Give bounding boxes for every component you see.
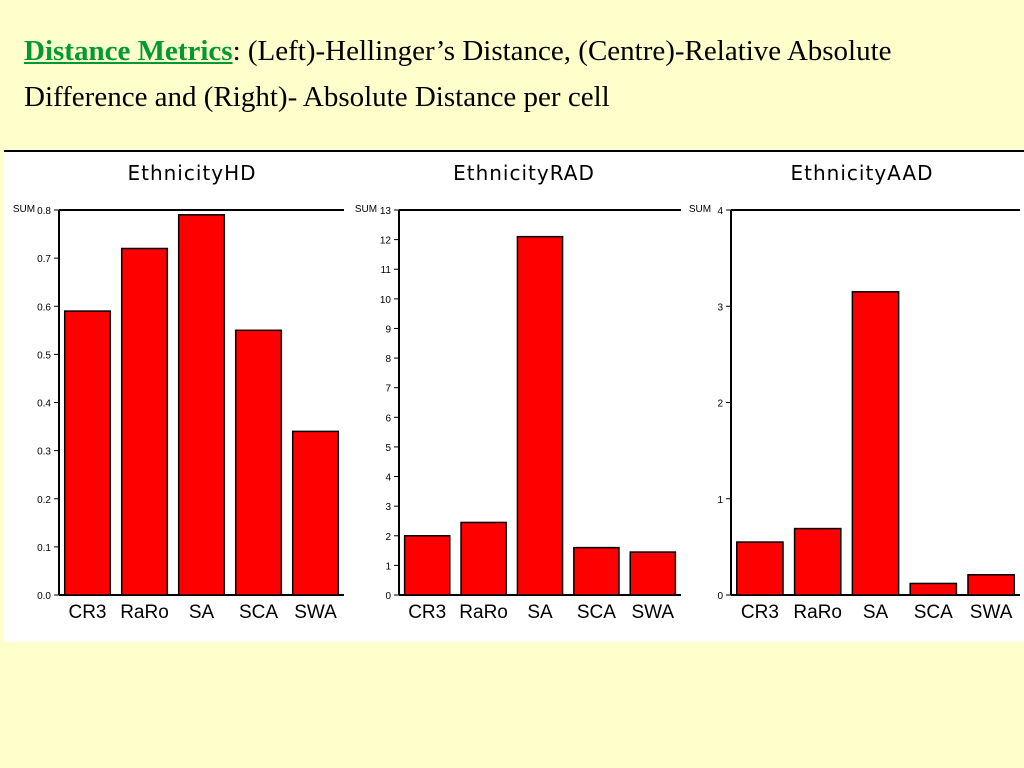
x-tick-label: CR3 [408, 602, 446, 623]
y-tick-label: 2 [717, 399, 723, 410]
bar-sa [851, 291, 900, 596]
bar-sca [909, 582, 958, 596]
y-tick-label: 8 [385, 354, 391, 365]
bar-sca [573, 546, 620, 596]
bar-cr3 [736, 541, 784, 596]
y-tick-label: 5 [385, 443, 391, 454]
y-tick-label: 0.2 [37, 495, 51, 506]
charts-svg: EthnicityHD SUM 0.0 0.1 0.2 0.3 0.4 0.5 0.6 0.7 0.… [13, 161, 1020, 623]
x-tick-label: CR3 [741, 602, 779, 623]
y-tick-label: 0.5 [37, 350, 51, 361]
bar-raro [793, 527, 842, 596]
y-axis-label: SUM [689, 204, 711, 215]
y-tick-label: 4 [717, 206, 723, 217]
bar-cr3 [403, 535, 451, 596]
x-tick-label: SCA [914, 602, 953, 623]
bar-raro [120, 247, 169, 596]
y-tick-label: 0.8 [37, 206, 51, 217]
y-tick-label: 0.1 [37, 543, 51, 554]
bar-sca [234, 329, 283, 596]
y-tick-label: 0.7 [37, 254, 51, 265]
y-tick-label: 13 [380, 206, 392, 217]
y-tick-label: 0.4 [37, 399, 51, 410]
x-tick-label: SA [527, 602, 553, 623]
y-tick-label: 4 [385, 473, 391, 484]
bar-sa [177, 214, 226, 596]
y-tick-label: 0.3 [37, 447, 51, 458]
x-tick-label: RaRo [793, 602, 842, 623]
y-tick-label: 12 [380, 236, 392, 247]
bar-swa [967, 574, 1015, 596]
title-keyword: Distance Metrics [24, 35, 233, 67]
y-tick-label: 1 [385, 561, 391, 572]
y-axis-label: SUM [13, 204, 35, 215]
y-tick-label: 0 [717, 591, 723, 602]
x-tick-label: SCA [239, 602, 278, 623]
y-tick-label: 0.0 [37, 591, 51, 602]
bar-swa [629, 551, 677, 596]
x-tick-label: SA [863, 602, 889, 623]
slide-title: Distance Metrics: (Left)-Hellinger’s Dis… [24, 28, 1004, 120]
y-axis-label: SUM [355, 204, 377, 215]
x-tick-label: SWA [294, 602, 337, 623]
x-tick-label: RaRo [120, 602, 169, 623]
y-tick-label: 11 [381, 265, 392, 276]
chart-title: EthnicityRAD [453, 161, 595, 185]
y-tick-label: 10 [380, 295, 392, 306]
y-tick-label: 7 [385, 384, 391, 395]
y-tick-label: 6 [385, 413, 391, 424]
y-tick-label: 2 [385, 532, 391, 543]
chart-title: EthnicityHD [127, 161, 256, 185]
x-tick-label: SA [189, 602, 215, 623]
x-tick-label: CR3 [68, 602, 106, 623]
bar-cr3 [63, 310, 112, 596]
x-tick-label: SWA [970, 602, 1013, 623]
chart-panel: EthnicityHD SUM 0.0 0.1 0.2 0.3 0.4 0.5 0.6 0.7 0.… [4, 150, 1024, 642]
bar-swa [291, 430, 340, 596]
x-tick-label: SWA [632, 602, 675, 623]
y-tick-label: 0.6 [37, 302, 51, 313]
title-description: : (Left)-Hellinger’s Distance, (Centre)-… [24, 35, 892, 113]
chart-title: EthnicityAAD [791, 161, 934, 185]
y-tick-label: 1 [717, 495, 723, 506]
y-tick-label: 3 [717, 302, 723, 313]
x-tick-label: SCA [577, 602, 616, 623]
y-tick-label: 9 [385, 324, 391, 335]
bar-sa [516, 235, 564, 596]
y-tick-label: 0 [385, 591, 391, 602]
x-tick-label: RaRo [459, 602, 508, 623]
bar-raro [460, 521, 507, 596]
y-tick-label: 3 [385, 502, 391, 513]
